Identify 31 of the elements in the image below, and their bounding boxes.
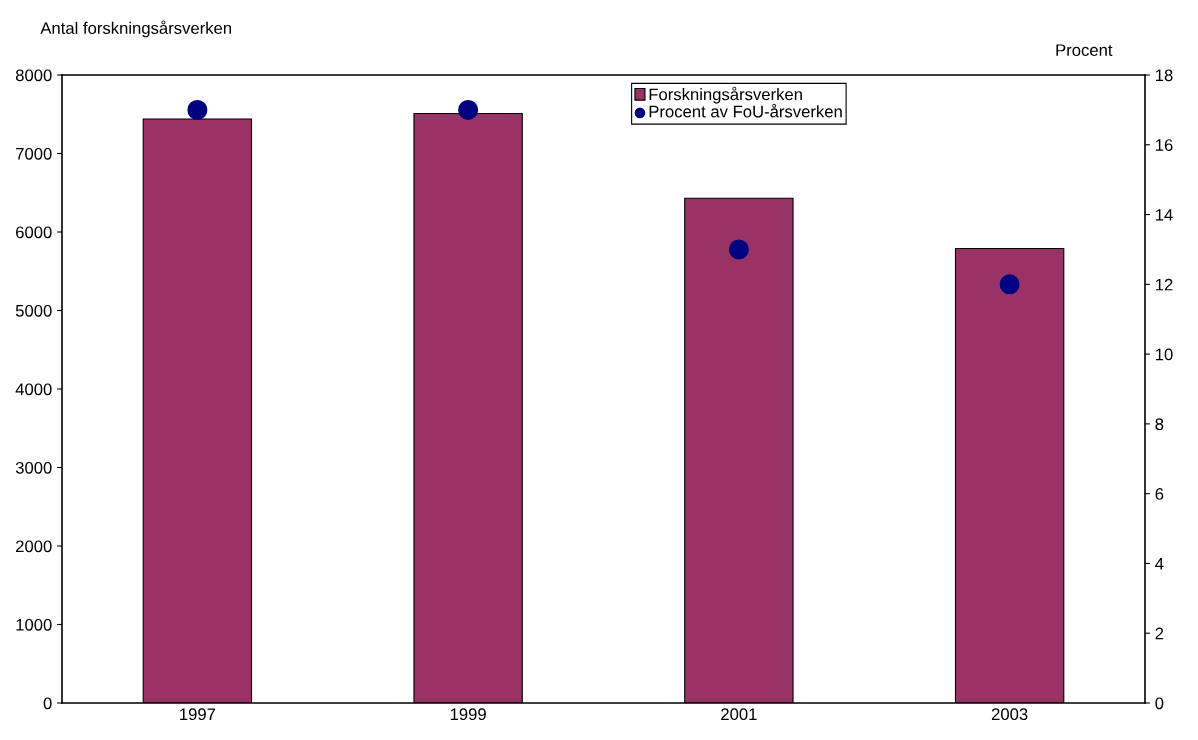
y-tick-label: 0 <box>43 697 52 710</box>
legend-label: Procent av FoU-årsverken <box>649 103 842 118</box>
y2-axis-title: Procent <box>1056 44 1113 57</box>
y-tick-label: 8000 <box>15 69 52 82</box>
y-tick-label: 3000 <box>15 461 52 474</box>
y2-tick-label: 14 <box>1155 209 1173 221</box>
x-tick-label: 1999 <box>450 708 486 721</box>
point <box>187 99 208 120</box>
y2-tick-label: 0 <box>1155 697 1164 710</box>
y2-tick-label: 2 <box>1155 627 1164 640</box>
x-tick-label: 2003 <box>991 708 1028 721</box>
y2-tick-label: 12 <box>1155 278 1173 291</box>
y2-tick-label: 8 <box>1155 418 1164 431</box>
y-tick-label: 5000 <box>15 304 52 317</box>
legend-label: Forskningsårsverken <box>649 86 802 104</box>
y2-tick-label: 6 <box>1155 488 1164 500</box>
y2-tick-label: 18 <box>1155 69 1173 82</box>
y-tick-label: 7000 <box>16 147 52 160</box>
y-axis-title: Antal forskningsårsverken <box>40 20 232 38</box>
y-tick-label: 4000 <box>15 383 52 396</box>
x-tick-label: 2001 <box>721 708 757 721</box>
point <box>458 99 479 120</box>
x-tick-label: 1997 <box>180 708 216 721</box>
y-tick-label: 6000 <box>16 226 52 239</box>
y2-tick-label: 4 <box>1155 558 1164 570</box>
y-tick-label: 2000 <box>16 540 52 553</box>
point <box>999 274 1020 295</box>
y-tick-label: 1000 <box>16 618 52 631</box>
point <box>728 239 749 260</box>
y2-tick-label: 16 <box>1155 139 1173 151</box>
y2-tick-label: 10 <box>1155 348 1173 361</box>
